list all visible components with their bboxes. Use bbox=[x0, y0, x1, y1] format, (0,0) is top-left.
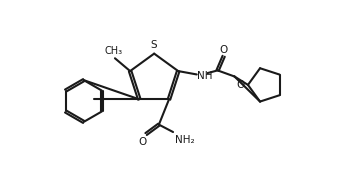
Text: O: O bbox=[138, 137, 146, 147]
Text: O: O bbox=[220, 44, 228, 55]
Text: NH₂: NH₂ bbox=[175, 135, 194, 145]
Text: CH₃: CH₃ bbox=[104, 46, 122, 56]
Text: S: S bbox=[151, 40, 157, 50]
Text: O: O bbox=[236, 80, 245, 90]
Text: NH: NH bbox=[197, 71, 213, 81]
